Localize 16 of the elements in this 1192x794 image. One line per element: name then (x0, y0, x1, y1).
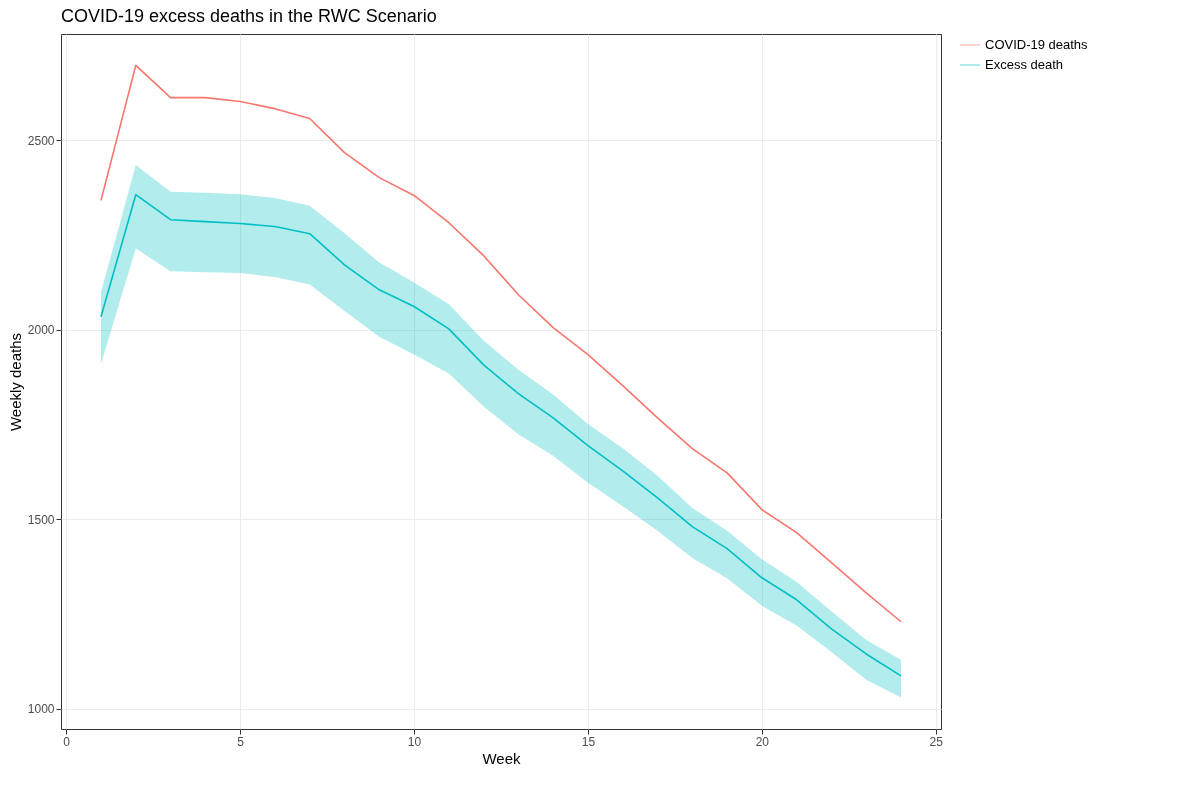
legend-label: Excess death (985, 57, 1064, 72)
y-tick-label: 2500 (27, 133, 55, 148)
y-tick-label: 1500 (27, 512, 55, 527)
y-tick-label: 1000 (27, 702, 55, 717)
legend-label: COVID-19 deaths (985, 37, 1089, 52)
x-tick-label: 0 (63, 734, 71, 749)
y-axis-title: Weekly deaths (6, 332, 24, 432)
x-axis-title: Week (482, 749, 522, 767)
x-tick-label: 15 (581, 734, 596, 749)
x-tick-label: 20 (755, 734, 770, 749)
chart-title: COVID-19 excess deaths in the RWC Scenario (61, 6, 437, 26)
y-tick-label: 2000 (27, 323, 55, 338)
line-series (100, 64, 902, 623)
x-tick-label: 10 (407, 734, 422, 749)
x-tick-label: 25 (929, 734, 944, 749)
x-tick-label: 5 (237, 734, 245, 749)
